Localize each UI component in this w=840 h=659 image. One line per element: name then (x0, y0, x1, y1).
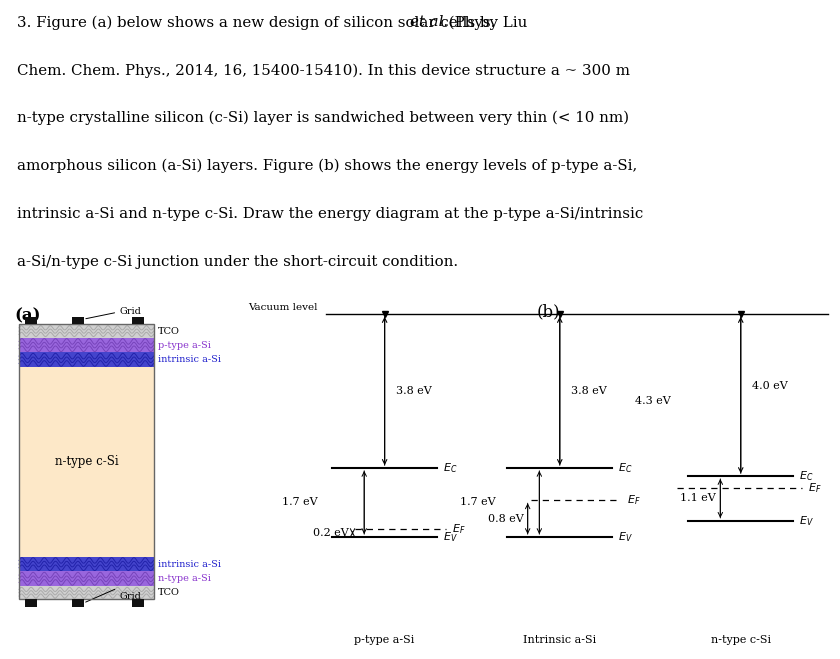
Text: Grid: Grid (119, 307, 141, 316)
Bar (19, 571, 154, 586)
Bar (25, 317, 37, 324)
Bar (25, 600, 37, 607)
Bar (19, 367, 154, 557)
Bar (19, 324, 154, 600)
Text: amorphous silicon (a-Si) layers. Figure (b) shows the energy levels of p-type a-: amorphous silicon (a-Si) layers. Figure … (17, 159, 637, 173)
Text: $E_F$: $E_F$ (452, 522, 465, 536)
Text: Vacuum level: Vacuum level (248, 303, 318, 312)
Bar (72, 317, 84, 324)
Text: intrinsic a-Si and n-type c-Si. Draw the energy diagram at the p-type a-Si/intri: intrinsic a-Si and n-type c-Si. Draw the… (17, 207, 643, 221)
Text: Chem. Chem. Phys., 2014, 16, 15400-15410). In this device structure a ~ 300 m: Chem. Chem. Phys., 2014, 16, 15400-15410… (17, 63, 630, 78)
Text: 3.8 eV: 3.8 eV (396, 386, 432, 396)
Text: n-type c-Si: n-type c-Si (711, 635, 771, 645)
Text: $E_C$: $E_C$ (618, 461, 633, 475)
Text: TCO: TCO (158, 588, 180, 597)
Text: Grid: Grid (119, 592, 141, 601)
Bar (132, 600, 144, 607)
Text: et al.: et al. (410, 15, 448, 29)
Text: Intrinsic a-Si: Intrinsic a-Si (523, 635, 596, 645)
Text: $E_F$: $E_F$ (627, 494, 640, 507)
Text: 3.8 eV: 3.8 eV (571, 386, 607, 396)
Text: 1.1 eV: 1.1 eV (680, 494, 717, 503)
Text: (Phys.: (Phys. (444, 15, 496, 30)
Text: $E_C$: $E_C$ (799, 469, 814, 483)
Bar (19, 557, 154, 571)
Bar (19, 353, 154, 367)
Text: (b): (b) (536, 303, 560, 320)
Text: (a): (a) (15, 307, 41, 324)
Bar (19, 586, 154, 600)
Text: 1.7 eV: 1.7 eV (282, 498, 318, 507)
Text: intrinsic a-Si: intrinsic a-Si (158, 559, 221, 569)
Text: n-type a-Si: n-type a-Si (158, 574, 211, 583)
Text: 1.7 eV: 1.7 eV (460, 498, 496, 507)
Text: $E_V$: $E_V$ (443, 530, 458, 544)
Text: n-type crystalline silicon (c-Si) layer is sandwiched between very thin (< 10 nm: n-type crystalline silicon (c-Si) layer … (17, 111, 628, 125)
Text: a-Si/n-type c-Si junction under the short-circuit condition.: a-Si/n-type c-Si junction under the shor… (17, 254, 458, 268)
Text: 4.3 eV: 4.3 eV (635, 396, 670, 406)
Bar (19, 338, 154, 353)
Bar (132, 317, 144, 324)
Bar (72, 600, 84, 607)
Bar (19, 324, 154, 338)
Text: p-type a-Si: p-type a-Si (158, 341, 211, 349)
Text: 0.2 eV: 0.2 eV (312, 528, 349, 538)
Text: 3. Figure (a) below shows a new design of silicon solar cells by Liu: 3. Figure (a) below shows a new design o… (17, 15, 532, 30)
Text: $E_V$: $E_V$ (799, 514, 814, 528)
Text: $E_F$: $E_F$ (808, 481, 822, 495)
Text: 4.0 eV: 4.0 eV (753, 381, 788, 391)
Text: n-type c-Si: n-type c-Si (55, 455, 118, 469)
Text: $E_C$: $E_C$ (443, 461, 458, 475)
Text: TCO: TCO (158, 327, 180, 335)
Text: p-type a-Si: p-type a-Si (354, 635, 415, 645)
Text: $E_V$: $E_V$ (618, 530, 633, 544)
Text: intrinsic a-Si: intrinsic a-Si (158, 355, 221, 364)
Text: 0.8 eV: 0.8 eV (488, 514, 523, 524)
